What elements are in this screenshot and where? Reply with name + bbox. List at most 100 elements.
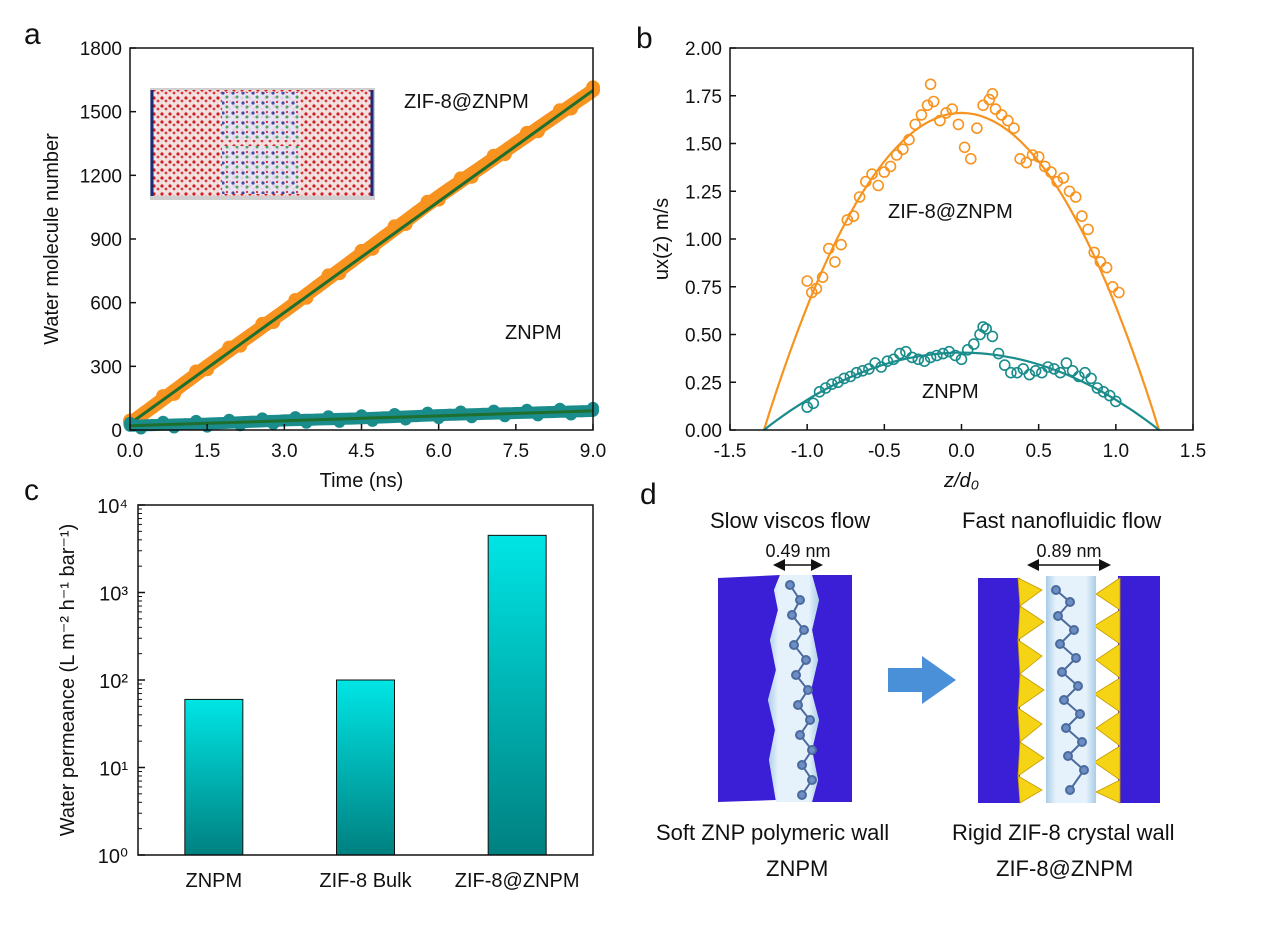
a-ytick-label: 0 <box>111 421 122 442</box>
b-data-point <box>1085 372 1097 385</box>
b-data-point <box>878 166 891 178</box>
a-xtick-label: 1.5 <box>194 441 220 462</box>
b-data-point <box>813 385 826 398</box>
a-ytick-label: 900 <box>90 230 122 251</box>
d-left-caption-2: ZNPM <box>766 856 829 881</box>
b-data-point <box>900 345 912 358</box>
a-annotation-zif: ZIF-8@ZNPM <box>404 91 529 113</box>
b-data-point <box>967 338 980 350</box>
a-fit-line <box>129 89 594 425</box>
panel-letter-b: b <box>636 22 653 55</box>
a-data-point <box>156 389 171 404</box>
c-category-label: ZIF-8 Bulk <box>319 870 412 892</box>
a-ylabel: Water molecule number <box>41 133 63 345</box>
panel-letter-d: d <box>640 478 657 511</box>
b-data-point <box>1036 366 1048 379</box>
a-xtick-label: 0.0 <box>117 441 143 462</box>
b-data-point <box>934 114 946 127</box>
d-right-caption-2: ZIF-8@ZNPM <box>996 856 1134 881</box>
b-ytick-label: 1.75 <box>685 87 722 108</box>
b-data-point <box>890 149 903 161</box>
b-series-1 <box>801 321 1122 413</box>
b-data-point <box>1100 261 1113 274</box>
b-ytick-label: 0.00 <box>685 421 722 442</box>
b-ytick-label: 2.00 <box>685 39 722 60</box>
d-right-molecule <box>1051 585 1089 795</box>
b-data-point <box>844 370 857 383</box>
chart-a: 0.0 1.5 3.0 4.5 6.0 7.5 9.0 0 300 600 900 1200 1500 1… <box>41 39 606 492</box>
b-data-point <box>924 78 937 91</box>
a-xtick-label: 6.0 <box>425 441 451 462</box>
panel-letter-a: a <box>24 18 41 51</box>
b-xtick-label: -1.5 <box>714 441 747 462</box>
b-data-point <box>955 353 968 366</box>
b-data-point <box>1094 256 1107 268</box>
c-ytick-label: 10² <box>99 671 128 693</box>
b-xtick-label: -1.0 <box>791 441 824 462</box>
b-data-point <box>1079 366 1091 379</box>
b-data-point <box>983 93 996 106</box>
b-data-point <box>893 347 906 360</box>
b-data-point <box>1017 363 1030 375</box>
b-data-point <box>1054 366 1067 379</box>
b-data-point <box>974 328 986 341</box>
b-data-point <box>958 141 971 154</box>
a-ytick-label: 600 <box>90 294 122 315</box>
b-data-point <box>1020 156 1033 169</box>
d-left-wall-left <box>718 575 780 802</box>
b-data-point <box>872 179 885 192</box>
b-ytick-label: 1.00 <box>685 230 722 251</box>
b-data-point <box>1076 210 1088 222</box>
b-data-point <box>952 118 965 131</box>
a-data-point <box>552 103 567 118</box>
a-data-point <box>475 159 490 174</box>
d-left-membrane <box>718 575 852 802</box>
b-data-point <box>835 238 847 251</box>
b-data-point <box>1029 364 1042 377</box>
panel-letter-c: c <box>24 474 39 507</box>
a-xtick-label: 3.0 <box>271 441 297 462</box>
a-ytick-label: 1200 <box>80 166 122 187</box>
b-data-point <box>801 275 814 287</box>
b-data-point <box>853 191 866 203</box>
b-data-point <box>1110 395 1122 408</box>
b-data-point <box>1011 366 1023 379</box>
b-ylabel: ux(z) m/s <box>651 198 673 280</box>
b-fit-curve <box>762 111 1161 431</box>
a-data-point <box>376 230 391 245</box>
b-data-point <box>801 401 814 413</box>
b-series-0 <box>801 78 1125 299</box>
b-data-point <box>1069 191 1082 203</box>
b-data-point <box>1057 172 1070 184</box>
b-data-point <box>887 353 900 366</box>
d-transition-arrow <box>888 656 956 704</box>
b-data-point <box>897 143 909 155</box>
a-xtick-label: 9.0 <box>580 441 606 462</box>
a-data-point <box>343 255 358 269</box>
d-right-membrane <box>978 576 1160 804</box>
b-data-point <box>1023 368 1036 381</box>
c-category-label: ZNPM <box>185 870 242 892</box>
b-annotation-znpm: ZNPM <box>922 381 979 403</box>
a-xtick-label: 7.5 <box>503 441 529 462</box>
b-data-point <box>977 321 989 333</box>
chart-c: ZNPM ZIF-8 Bulk ZIF-8@ZNPM 10⁰ 10¹ 10² 10³ 10⁴ W… <box>57 496 594 892</box>
d-right-width-label: 0.89 nm <box>1036 541 1101 561</box>
b-data-point <box>971 122 983 134</box>
d-right-wall-left <box>978 578 1020 803</box>
b-data-point <box>1060 357 1073 369</box>
d-right-crystal-left <box>1017 577 1045 804</box>
a-xtick-label: 4.5 <box>348 441 374 462</box>
b-xtick-label: 1.5 <box>1180 441 1206 462</box>
b-data-point <box>1097 385 1110 398</box>
b-data-point <box>1103 389 1116 402</box>
d-left-width-label: 0.49 nm <box>765 541 830 561</box>
b-data-point <box>807 397 820 410</box>
a-annotation-znpm: ZNPM <box>505 322 562 344</box>
c-ytick-label: 10⁰ <box>98 846 128 868</box>
a-ytick-label: 1500 <box>80 103 122 124</box>
chart-b: -1.5 -1.0 -0.5 0.0 0.5 1.0 1.5 0.00 0.25 0.50 0.75… <box>651 39 1206 492</box>
b-ytick-label: 0.50 <box>685 326 722 347</box>
b-data-point <box>961 343 974 356</box>
